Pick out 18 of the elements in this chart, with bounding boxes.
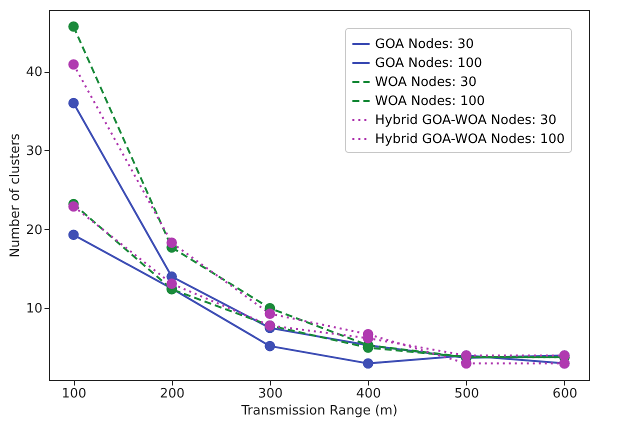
y-tick-label: 30 [26,144,42,159]
legend-label: GOA Nodes: 30 [375,37,474,52]
x-tick-label: 200 [160,386,185,402]
y-tick-label: 10 [26,302,42,317]
x-axis-title: Transmission Range (m) [240,404,398,418]
legend-label: WOA Nodes: 30 [375,75,477,90]
legend-label: Hybrid GOA-WOA Nodes: 30 [375,113,557,128]
x-tick-label: 500 [454,386,480,402]
x-tick-label: 600 [552,386,578,402]
y-axis-title: Number of clusters [8,133,23,258]
x-tick-label: 400 [356,386,382,402]
x-tick-label: 300 [258,386,283,402]
legend-label: WOA Nodes: 100 [375,94,485,109]
legend-label: GOA Nodes: 100 [375,56,482,71]
x-tick-label: 100 [62,386,86,402]
legend-label: Hybrid GOA-WOA Nodes: 100 [375,132,565,147]
y-tick-label: 40 [26,65,42,80]
y-tick-label: 20 [26,222,42,238]
